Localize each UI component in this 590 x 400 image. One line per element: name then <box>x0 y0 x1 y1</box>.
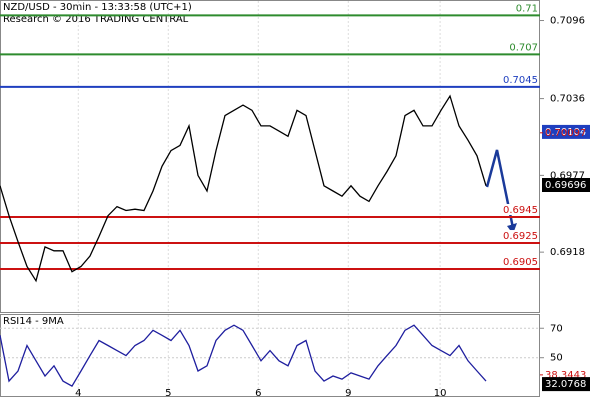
price-marker-box <box>542 177 590 192</box>
y-tick-label: 0.6977 <box>550 170 585 181</box>
level-label: 0.7045 <box>503 75 538 86</box>
series-line <box>0 324 487 387</box>
level-label-bg <box>500 230 539 242</box>
price-marker-box <box>542 124 590 139</box>
chart-title: NZD/USD - 30min - 13:33:58 (UTC+1) <box>3 2 192 13</box>
level-label: 0.6945 <box>503 205 538 216</box>
level-label: 0.71 <box>516 3 538 14</box>
y-tick-label: 0.7096 <box>550 16 585 27</box>
price-marker-box <box>542 377 590 392</box>
y-tick-label: 50 <box>550 353 563 364</box>
price-marker-label: 0.70097 <box>545 128 586 139</box>
chart-subtitle: Research © 2016 TRADING CENTRAL <box>3 14 189 25</box>
level-label-bg <box>500 73 539 85</box>
y-tick-label: 0.6918 <box>550 247 585 258</box>
x-tick-label: 9 <box>345 388 351 399</box>
level-label: 0.6905 <box>503 257 538 268</box>
series-line <box>0 94 487 283</box>
price-marker-label: 0.70104 <box>545 127 586 138</box>
rsi-title: RSI14 - 9MA <box>3 316 64 327</box>
level-label: 0.6925 <box>503 231 538 242</box>
y-tick-label: 0.7036 <box>550 94 585 105</box>
y-tick-label: 70 <box>550 323 563 334</box>
x-tick-label: 5 <box>165 388 171 399</box>
arrow-head <box>507 223 517 234</box>
level-label: 0.707 <box>509 42 538 53</box>
main-panel <box>0 0 540 313</box>
level-label-bg <box>500 256 539 268</box>
x-tick-label: 4 <box>75 388 81 399</box>
x-tick-label: 10 <box>434 388 447 399</box>
price-marker-label: 38.3443 <box>545 370 586 381</box>
price-marker-label: 0.69696 <box>545 180 586 191</box>
x-tick-label: 6 <box>255 388 261 399</box>
price-marker-label: 32.0768 <box>545 379 586 390</box>
level-label-bg <box>500 41 539 53</box>
projection-arrow <box>485 149 515 229</box>
rsi-panel <box>0 314 540 397</box>
level-label-bg <box>500 204 539 216</box>
level-label-bg <box>500 2 539 14</box>
